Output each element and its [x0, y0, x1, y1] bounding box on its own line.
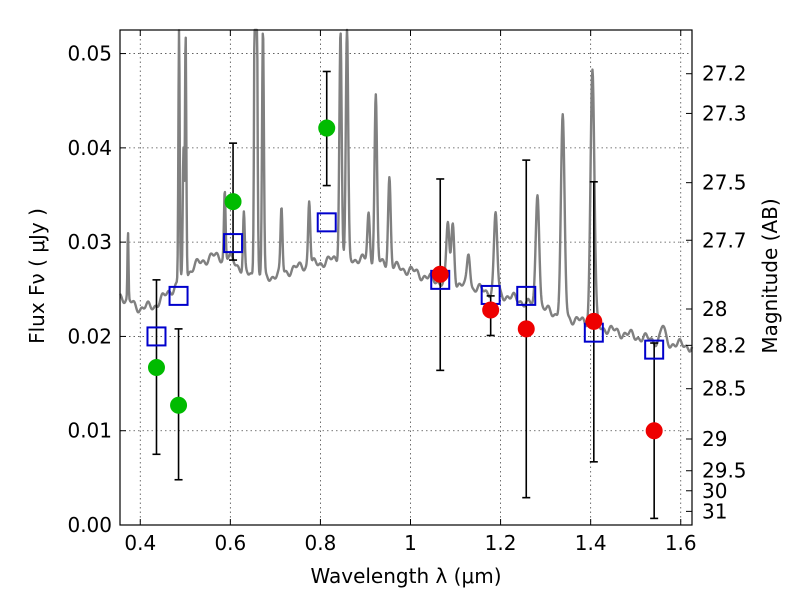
photometry-point [517, 320, 535, 338]
error-bars [152, 70, 659, 520]
x-tick-label: 1.6 [665, 531, 697, 555]
model-photometry-square [223, 233, 244, 254]
mag-tick-label: 30 [702, 479, 727, 503]
mag-tick-label: 28.2 [702, 333, 747, 357]
mag-tick-label: 28 [702, 297, 727, 321]
photometry-point [585, 312, 603, 330]
y-tick-label: 0.00 [67, 513, 112, 537]
y-tick-label: 0.01 [67, 419, 112, 443]
x-tick-label: 1 [404, 531, 417, 555]
photometry-point [431, 265, 449, 283]
x-tick-label: 1.2 [485, 531, 517, 555]
y-tick-label: 0.02 [67, 324, 112, 348]
x-tick-label: 0.4 [124, 531, 156, 555]
axis-ticks: 0.4 0.6 0.8 1 1.2 1.4 1.6 0.00 0.01 0.02 0.03 0.04 0… [67, 30, 747, 555]
photometry-point [147, 359, 165, 377]
y-tick-label: 0.05 [67, 42, 112, 66]
y-axis-title: Flux Fν ( μJy ) [25, 208, 49, 344]
spectrum-series [119, 28, 694, 353]
model-photometry-square [316, 212, 337, 233]
model-photometry-square [516, 285, 537, 306]
model-photometry-square [644, 339, 665, 360]
y-tick-label: 0.04 [67, 136, 112, 160]
observed-photometry-series [147, 119, 663, 440]
plot-frame [119, 29, 693, 526]
photometry-point [482, 301, 500, 319]
mag-tick-label: 31 [702, 499, 727, 523]
model-photometry-series [146, 212, 665, 360]
mag-tick-label: 27.7 [702, 228, 747, 252]
magnitude-axis-title: Magnitude (AB) [758, 198, 782, 353]
x-tick-label: 0.8 [305, 531, 337, 555]
mag-tick-label: 29 [702, 427, 727, 451]
mag-tick-label: 27.5 [702, 171, 747, 195]
x-tick-label: 0.6 [214, 531, 246, 555]
x-axis-title: Wavelength λ (μm) [310, 564, 501, 588]
spectrum-line [119, 28, 694, 353]
grid [120, 30, 692, 526]
y-tick-label: 0.03 [67, 230, 112, 254]
mag-tick-label: 27.3 [702, 101, 747, 125]
model-photometry-square [146, 326, 167, 347]
photometry-point [170, 396, 188, 414]
photometry-point [645, 422, 663, 440]
mag-tick-label: 29.5 [702, 459, 747, 483]
model-photometry-square [168, 285, 189, 306]
photometry-point [318, 119, 336, 137]
photometry-point [224, 193, 242, 211]
mag-tick-label: 28.5 [702, 377, 747, 401]
mag-tick-label: 27.2 [702, 62, 747, 86]
x-tick-label: 1.4 [575, 531, 607, 555]
